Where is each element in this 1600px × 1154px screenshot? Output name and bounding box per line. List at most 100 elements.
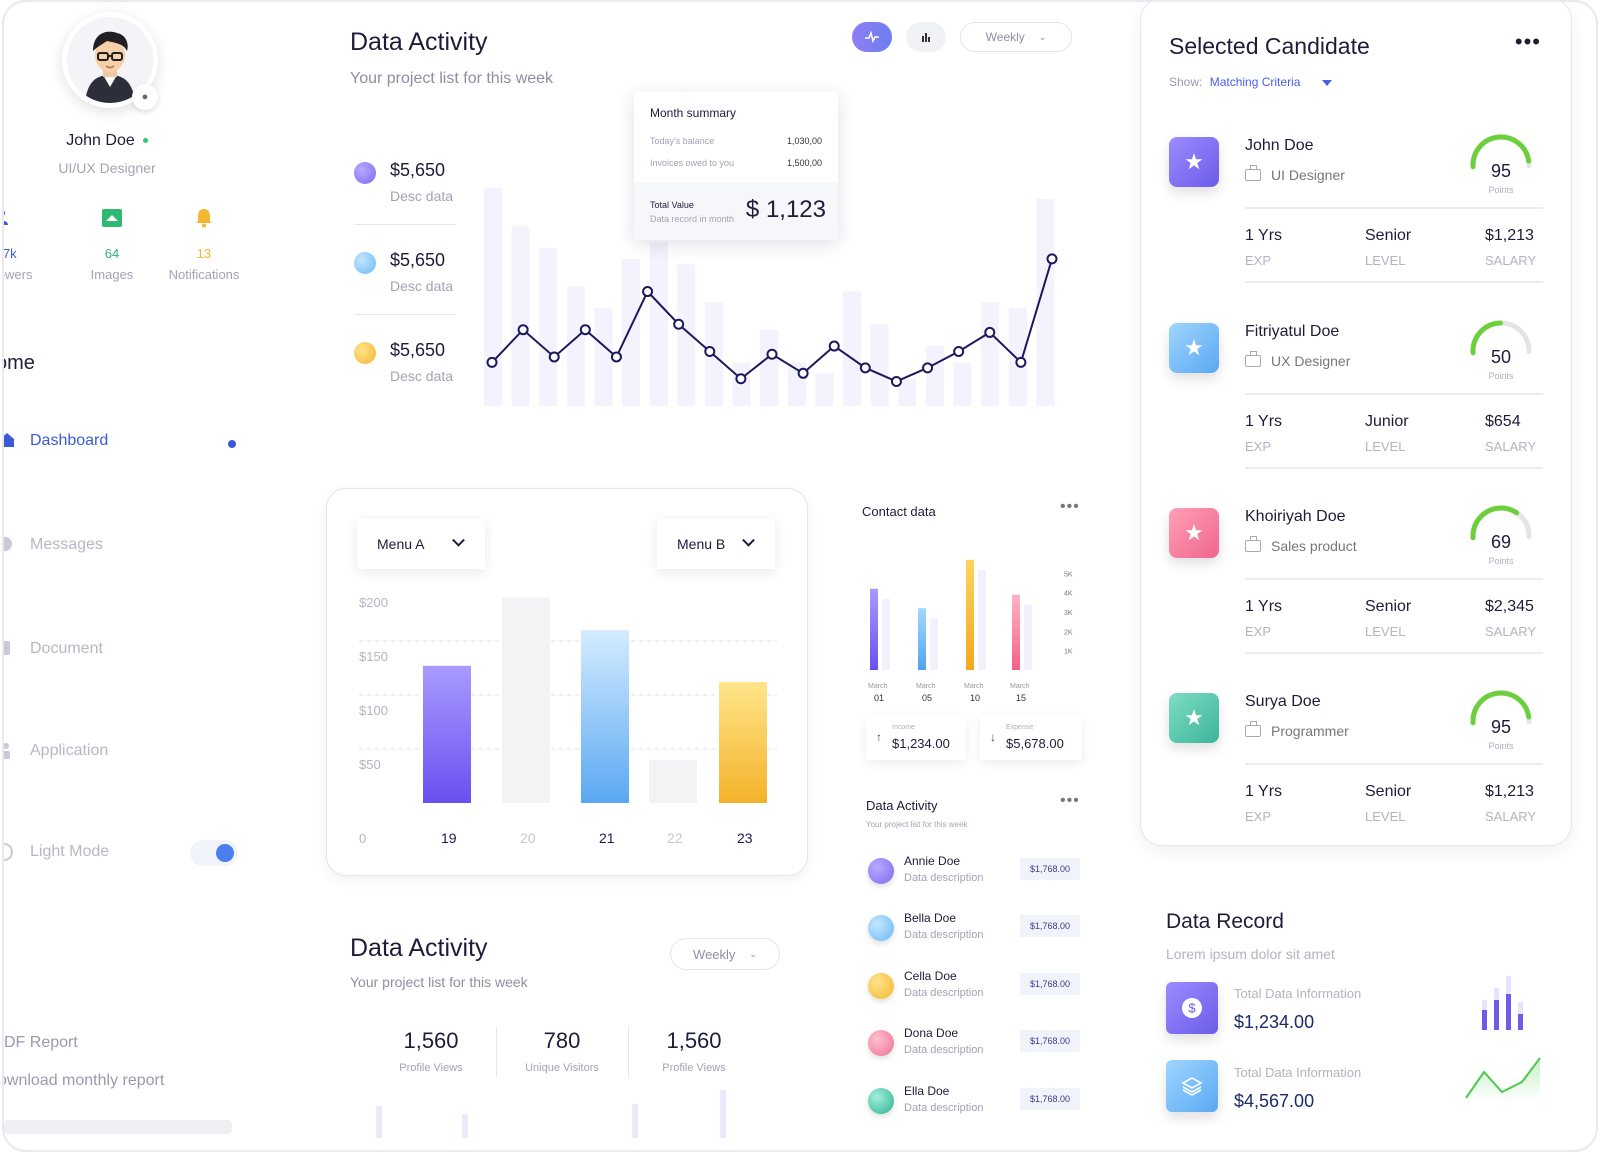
y-tick-label: 5K bbox=[1064, 571, 1073, 578]
preview-bar bbox=[632, 1104, 638, 1138]
kpi-label: Profile Views bbox=[399, 1062, 463, 1074]
nav-item-application[interactable]: Application bbox=[4, 742, 108, 760]
home-icon bbox=[4, 432, 14, 450]
stat-notifications[interactable]: 13 Notifications bbox=[162, 208, 246, 282]
points-label: Points bbox=[1488, 741, 1514, 751]
bar-shadow bbox=[1024, 604, 1032, 670]
data-point bbox=[953, 346, 965, 357]
stat-images[interactable]: 64 Images bbox=[82, 208, 142, 282]
stat-notifications-label: Notifications bbox=[168, 267, 240, 282]
background-bar bbox=[925, 346, 944, 406]
more-options-icon[interactable]: ••• bbox=[1060, 498, 1080, 515]
list-item[interactable]: Ella Doe Data description $1,768.00 bbox=[866, 1084, 1080, 1124]
exp-value: 1 Yrs bbox=[1245, 413, 1283, 430]
bar-chart-toggle-button[interactable] bbox=[906, 22, 946, 52]
divider bbox=[496, 1026, 497, 1078]
background-bar bbox=[594, 307, 613, 406]
record-value: $4,567.00 bbox=[1234, 1091, 1315, 1111]
menu-b-dropdown[interactable]: Menu B bbox=[657, 519, 775, 569]
candidate-card[interactable]: ★ Surya Doe Programmer 95 Points 1 Yrs EX… bbox=[1169, 690, 1543, 879]
candidate-card[interactable]: ★ John Doe UI Designer 95 Points 1 Yrs EX… bbox=[1169, 134, 1543, 323]
light-mode-toggle[interactable] bbox=[190, 840, 238, 866]
background-bar bbox=[843, 291, 862, 406]
user-icon bbox=[4, 208, 40, 232]
avatar-dot bbox=[868, 915, 894, 941]
nav-item-label: Messages bbox=[30, 536, 103, 553]
data-point bbox=[797, 367, 809, 379]
bar bbox=[423, 665, 471, 803]
activity2-subtitle: Your project list for this week bbox=[350, 974, 528, 990]
list-item-desc: Data description bbox=[904, 987, 984, 999]
data-point bbox=[1046, 253, 1058, 265]
data-point bbox=[673, 318, 685, 330]
background-bar bbox=[815, 373, 834, 406]
background-bar bbox=[511, 226, 530, 406]
menu-a-label: Menu A bbox=[377, 536, 425, 552]
nav-item-label: Document bbox=[30, 640, 103, 657]
spark-bar bbox=[1482, 1010, 1487, 1030]
nav-item-document[interactable]: Document bbox=[4, 640, 103, 658]
bar-shadow bbox=[930, 618, 938, 670]
record-label: Total Data Information bbox=[1234, 986, 1362, 1001]
spark-bar bbox=[1482, 1000, 1487, 1010]
selected-candidate-panel: Selected Candidate ••• Show: Matching Cr… bbox=[1140, 2, 1572, 846]
filter-select[interactable]: Show: Matching Criteria bbox=[1169, 75, 1332, 89]
nav-item-light-mode[interactable]: Light Mode bbox=[4, 843, 110, 861]
list-item[interactable]: Annie Doe Data description $1,768.00 bbox=[866, 854, 1080, 894]
stat-followers[interactable]: 3.7k llowers bbox=[4, 208, 40, 282]
list-item[interactable]: Dona Doe Data description $1,768.00 bbox=[866, 1026, 1080, 1066]
more-options-icon[interactable]: ••• bbox=[1514, 29, 1541, 54]
nav-item-messages[interactable]: Messages bbox=[4, 536, 103, 554]
list-item[interactable]: Cella Doe Data description $1,768.00 bbox=[866, 969, 1080, 1009]
background-bar bbox=[1008, 307, 1027, 406]
record-value: $1,234.00 bbox=[1234, 1012, 1315, 1032]
caret-down-icon bbox=[1321, 79, 1332, 86]
background-bar bbox=[539, 247, 558, 406]
points-label: Points bbox=[1488, 371, 1514, 381]
legend-desc: Desc data bbox=[390, 278, 454, 294]
period-select[interactable]: Weekly ⌄ bbox=[960, 22, 1072, 52]
record-title: Data Record bbox=[1166, 910, 1284, 933]
menu-a-dropdown[interactable]: Menu A bbox=[357, 519, 485, 569]
stat-followers-label: llowers bbox=[4, 267, 33, 282]
period-select-2[interactable]: Weekly ⌄ bbox=[670, 938, 780, 970]
kpi-label: Profile Views bbox=[662, 1062, 726, 1074]
preview-bar bbox=[720, 1090, 726, 1138]
star-icon: ★ bbox=[1169, 137, 1219, 187]
nav-item-label: Light Mode bbox=[30, 843, 110, 860]
line-chart-toggle-button[interactable] bbox=[852, 22, 892, 52]
nav-item-label: Dashboard bbox=[30, 432, 109, 449]
gauge-fill bbox=[1470, 690, 1532, 726]
x-tick-label: 22 bbox=[667, 830, 683, 846]
divider bbox=[1245, 467, 1543, 469]
list-item-amount: $1,768.00 bbox=[1020, 973, 1080, 995]
activity-line-chart bbox=[484, 188, 1058, 406]
briefcase-icon bbox=[1245, 536, 1261, 552]
divider bbox=[1245, 207, 1543, 209]
bar bbox=[918, 608, 926, 670]
list-item[interactable]: Bella Doe Data description $1,768.00 bbox=[866, 911, 1080, 951]
data-point bbox=[1015, 356, 1027, 368]
bar-chart-icon bbox=[922, 33, 930, 42]
user-icon[interactable]: ● bbox=[132, 84, 158, 110]
download-report-link[interactable]: ownload monthly report bbox=[2, 1072, 165, 1089]
avatar[interactable] bbox=[62, 12, 158, 108]
nav-section-title: ome bbox=[4, 352, 35, 374]
bar bbox=[719, 682, 767, 803]
layers-icon bbox=[1166, 1060, 1218, 1112]
image-icon bbox=[82, 208, 142, 232]
salary-key: SALARY bbox=[1485, 439, 1537, 454]
nav-item-dashboard[interactable]: Dashboard bbox=[4, 432, 109, 450]
more-options-icon[interactable]: ••• bbox=[1060, 792, 1080, 809]
data-point bbox=[984, 326, 996, 338]
briefcase-icon bbox=[1245, 165, 1261, 181]
data-point bbox=[704, 346, 716, 357]
spark-line bbox=[1465, 1057, 1541, 1099]
candidate-role-text: Programmer bbox=[1271, 723, 1349, 739]
summary-row-label: Invoices owed to you bbox=[650, 158, 735, 168]
x-tick-month: March bbox=[1010, 683, 1030, 690]
candidate-role-text: Sales product bbox=[1271, 538, 1357, 554]
candidate-card[interactable]: ★ Khoiriyah Doe Sales product 69 Points … bbox=[1169, 505, 1543, 694]
candidate-card[interactable]: ★ Fitriyatul Doe UX Designer 50 Points 1… bbox=[1169, 320, 1543, 509]
candidate-role: UI Designer bbox=[1245, 165, 1345, 183]
